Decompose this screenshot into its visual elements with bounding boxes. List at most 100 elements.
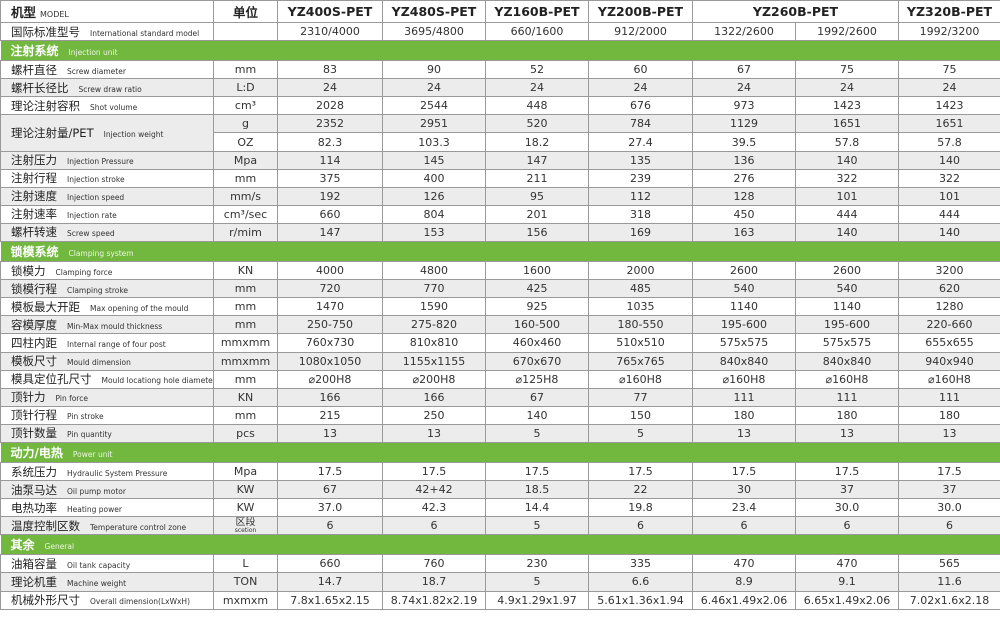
label-cn: 容模厚度 xyxy=(11,317,57,332)
section-header: 动力/电热 Power unit xyxy=(0,441,1000,463)
label-cn: 模板最大开距 xyxy=(11,299,80,314)
value-cell: 7.02x1.6x2.18 xyxy=(898,590,1000,610)
value-cell: 2310/4000 xyxy=(277,21,383,42)
value-cell: 660 xyxy=(277,204,383,224)
value-cell: 17.5 xyxy=(485,461,589,482)
value-cell: 276 xyxy=(692,168,796,188)
value-cell: 140 xyxy=(485,405,589,425)
value-cell: 2000 xyxy=(588,261,693,281)
row-label: 国际标准型号 International standard model xyxy=(0,21,214,42)
value-cell: 39.5 xyxy=(692,132,796,152)
value-cell: 83 xyxy=(277,60,383,80)
value-cell: 111 xyxy=(692,387,796,407)
table-row: 油泵马达 Oil pump motor KW 67 42+42 18.5 22 30 37 37 xyxy=(0,480,1000,500)
label-cn: 注射速率 xyxy=(11,207,57,222)
table-row: 模具定位孔尺寸 Mould locationg hole diameter mm ⌀2… xyxy=(0,369,1000,389)
value-cell: 2544 xyxy=(382,96,486,116)
label-cn: 国际标准型号 xyxy=(11,24,80,39)
value-cell: 13 xyxy=(382,423,486,443)
value-cell: 3200 xyxy=(898,261,1000,281)
section-header: 注射系统 Injection unit xyxy=(0,40,1000,62)
value-cell: 180 xyxy=(692,405,796,425)
label-en: Pin stroke xyxy=(67,412,104,422)
row-label: 锁模力 Clamping force xyxy=(0,261,214,281)
value-cell: 9.1 xyxy=(795,572,899,592)
label-en: Overall dimension(LxWxH) xyxy=(90,597,191,607)
value-cell: 1590 xyxy=(382,297,486,317)
value-cell: 2028 xyxy=(277,96,383,116)
value-cell: 103.3 xyxy=(382,132,486,152)
value-cell: 5 xyxy=(485,572,589,592)
table-row: 油箱容量 Oil tank capacity L 660 760 230 335 470 470… xyxy=(0,554,1000,574)
value-cell: 37 xyxy=(898,480,1000,500)
table-row: OZ 82.3 103.3 18.2 27.4 39.5 57.8 57.8 xyxy=(1,132,1000,152)
value-cell: 13 xyxy=(277,423,383,443)
unit-cell: KN xyxy=(213,261,278,281)
value-cell: 211 xyxy=(485,168,589,188)
value-cell: 470 xyxy=(795,554,899,574)
value-cell: ⌀160H8 xyxy=(795,369,899,389)
value-cell: 126 xyxy=(382,186,486,206)
value-cell: 250 xyxy=(382,405,486,425)
value-cell: 160-500 xyxy=(485,315,589,335)
value-cell: 5 xyxy=(588,423,693,443)
table-row: 理论注射量/PET Injection weight g 2352 2951 520 784… xyxy=(0,114,1000,152)
value-cell: 275-820 xyxy=(382,315,486,335)
label-en: Injection Pressure xyxy=(67,157,134,167)
unit-cell: mm xyxy=(213,168,278,188)
value-cell: 27.4 xyxy=(588,132,693,152)
table-row: 理论机重 Machine weight TON 14.7 18.7 5 6.6 8.9 9.1 1… xyxy=(0,572,1000,592)
label-cn: 螺杆直径 xyxy=(11,62,57,77)
label-en: Oil pump motor xyxy=(67,486,126,496)
unit-cell: mm xyxy=(213,60,278,80)
table-row: 系统压力 Hydraulic System Pressure Mpa 17.5 17.5… xyxy=(0,461,1000,482)
value-cell: 973 xyxy=(692,96,796,116)
table-row: 模板最大开距 Max opening of the mould mm 1470 1590… xyxy=(0,297,1000,317)
value-cell: 940x940 xyxy=(898,351,1000,371)
value-cell: 1280 xyxy=(898,297,1000,317)
value-cell: 18.5 xyxy=(485,480,589,500)
table-row-intl-model: 国际标准型号 International standard model 2310/4… xyxy=(0,21,1000,42)
row-label: 螺杆转速 Screw speed xyxy=(0,222,214,243)
label-en: Machine weight xyxy=(67,578,127,588)
value-cell: 575x575 xyxy=(795,333,899,353)
unit-sub: scetion xyxy=(234,526,257,534)
unit-cell: mm xyxy=(213,297,278,317)
row-label: 注射行程 Injection stroke xyxy=(0,168,214,188)
value-cell: 156 xyxy=(485,222,589,243)
value-cell: 166 xyxy=(382,387,486,407)
value-cell: 145 xyxy=(382,150,486,170)
value-cell: 17.5 xyxy=(795,461,899,482)
value-cell: 670x670 xyxy=(485,351,589,371)
label-en: Screw diameter xyxy=(67,66,126,76)
table-row: 电热功率 Heating power KW 37.0 42.3 14.4 19.8 23.4 3… xyxy=(0,498,1000,518)
value-cell: 230 xyxy=(485,554,589,574)
unit-cell: g xyxy=(213,114,278,134)
value-cell: 150 xyxy=(588,405,693,425)
table-row: 模板尺寸 Mould dimension mmxmm 1080x1050 1155x11… xyxy=(0,351,1000,371)
value-cell: 77 xyxy=(588,387,693,407)
table-row: 温度控制区数 Temperature control zone 区段 scetion 6… xyxy=(0,516,1000,536)
value-cell: 13 xyxy=(692,423,796,443)
value-cell: 1600 xyxy=(485,261,589,281)
value-cell: ⌀160H8 xyxy=(898,369,1000,389)
value-cell: 322 xyxy=(795,168,899,188)
model-column-header: YZ260B-PET xyxy=(692,0,899,23)
value-cell: 24 xyxy=(382,78,486,98)
value-cell: 425 xyxy=(485,279,589,299)
unit-cell: mxmxm xyxy=(213,590,278,610)
value-cell: 1129 xyxy=(692,114,796,134)
unit-cell: mm xyxy=(213,279,278,299)
value-cell: 676 xyxy=(588,96,693,116)
value-cell: 460x460 xyxy=(485,333,589,353)
row-label: 温度控制区数 Temperature control zone xyxy=(0,516,214,536)
label-cn: 注射速度 xyxy=(11,189,57,204)
value-cell: 136 xyxy=(692,150,796,170)
value-cell: 18.2 xyxy=(485,132,589,152)
unit-cell: OZ xyxy=(213,132,278,152)
label-cn: 理论注射容积 xyxy=(11,98,80,113)
value-cell: 180 xyxy=(898,405,1000,425)
section-title: 其余 General xyxy=(0,534,1000,556)
value-cell: 220-660 xyxy=(898,315,1000,335)
row-label: 模具定位孔尺寸 Mould locationg hole diameter xyxy=(0,369,214,389)
